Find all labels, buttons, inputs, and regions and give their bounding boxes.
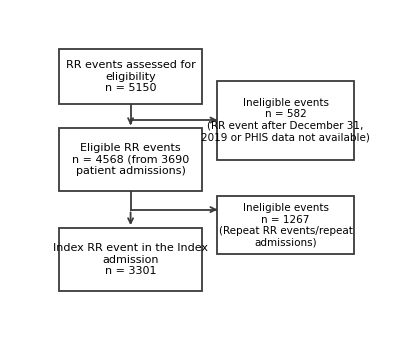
FancyBboxPatch shape	[59, 49, 202, 104]
Text: Ineligible events
n = 582
(RR event after December 31,
2019 or PHIS data not ava: Ineligible events n = 582 (RR event afte…	[201, 98, 370, 142]
Text: Ineligible events
n = 1267
(Repeat RR events/repeat
admissions): Ineligible events n = 1267 (Repeat RR ev…	[219, 203, 352, 248]
Text: Index RR event in the Index
admission
n = 3301: Index RR event in the Index admission n …	[53, 243, 208, 276]
FancyBboxPatch shape	[218, 81, 354, 159]
FancyBboxPatch shape	[59, 228, 202, 291]
Text: Eligible RR events
n = 4568 (from 3690
patient admissions): Eligible RR events n = 4568 (from 3690 p…	[72, 143, 189, 176]
FancyBboxPatch shape	[59, 128, 202, 191]
Text: RR events assessed for
eligibility
n = 5150: RR events assessed for eligibility n = 5…	[66, 60, 196, 93]
FancyBboxPatch shape	[218, 196, 354, 254]
